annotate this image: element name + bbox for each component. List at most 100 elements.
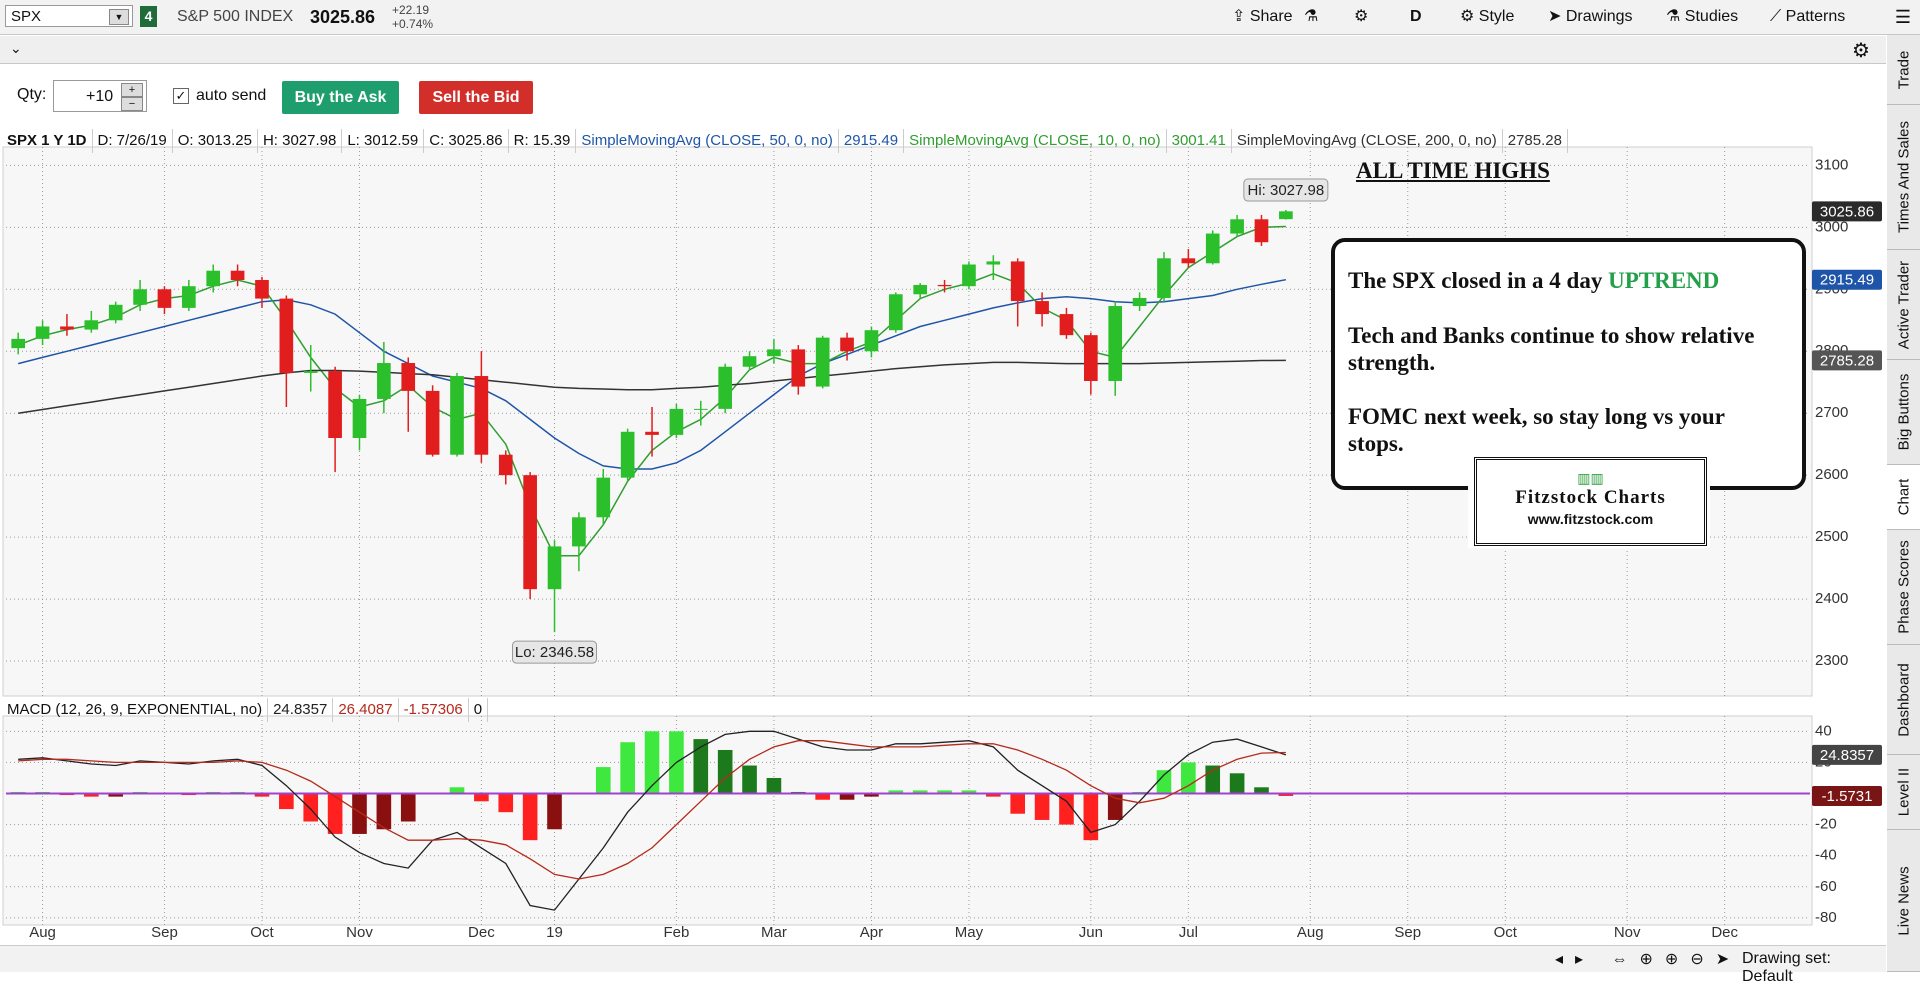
- candle-body: [620, 431, 635, 478]
- top-toolbar: SPX ▼ 4 S&P 500 INDEX 3025.86 +22.19 +0.74…: [0, 0, 1886, 35]
- buy-button[interactable]: Buy the Ask: [282, 81, 399, 114]
- y-tick-label: -80: [1815, 909, 1837, 926]
- drawing-set[interactable]: Drawing set: Default: [1742, 950, 1831, 985]
- annotation-highlight: UPTREND: [1608, 268, 1720, 293]
- dropdown-arrow[interactable]: ▼: [109, 9, 129, 25]
- histogram-bar: [498, 793, 514, 813]
- candle-body: [60, 326, 74, 330]
- price-bubble: [1812, 350, 1882, 371]
- histogram-bar: [1181, 762, 1196, 794]
- qty-down[interactable]: −: [121, 97, 143, 111]
- x-tick-label: May: [955, 924, 984, 941]
- side-tab[interactable]: Dashboard: [1887, 645, 1920, 755]
- annotation-line: The SPX closed in a 4 day UPTREND: [1348, 268, 1798, 294]
- menu-button[interactable]: ☰: [1886, 0, 1920, 35]
- histogram-bar: [888, 790, 904, 794]
- study-value: 3001.41: [1167, 129, 1232, 153]
- histogram-bar: [327, 793, 343, 834]
- candle-body: [888, 294, 903, 331]
- link-badge[interactable]: 4: [140, 6, 157, 27]
- price-bubble-text: 3025.86: [1820, 203, 1874, 220]
- callout-text: Hi: 3027.98: [1247, 182, 1324, 199]
- symbol: SPX: [11, 8, 42, 25]
- histogram-bar: [717, 749, 733, 794]
- symbol-name: S&P 500 INDEX: [177, 8, 294, 25]
- studies-button[interactable]: ⚗ Studies: [1666, 8, 1739, 25]
- histogram-bar: [1156, 770, 1172, 794]
- side-tab-label: Level II: [1895, 767, 1912, 817]
- candle-body: [1157, 258, 1171, 298]
- side-tab-label: Live News: [1895, 865, 1912, 936]
- aggregation-button[interactable]: D: [1410, 8, 1422, 25]
- x-tick-label: Dec: [1711, 924, 1738, 941]
- side-tab-label: Chart: [1895, 478, 1912, 516]
- x-tick-label: Jul: [1179, 924, 1198, 941]
- auto-send-checkbox[interactable]: ✓: [173, 88, 189, 104]
- sma-line: [18, 359, 1286, 414]
- histogram-bar: [108, 793, 124, 797]
- drawings-button[interactable]: ➤ Drawings: [1548, 8, 1633, 25]
- zoom-controls[interactable]: ◂▸ ⇔⊕⊕⊖➤: [1555, 951, 1742, 968]
- annotation-line: FOMC next week, so stay long vs your sto…: [1348, 404, 1725, 456]
- share-button[interactable]: ⇪ Share: [1232, 8, 1293, 25]
- candle-body: [377, 363, 391, 399]
- x-tick-label: Aug: [29, 924, 56, 941]
- candle-body: [255, 280, 269, 299]
- annotation-line: Tech and Banks continue to show relative…: [1348, 323, 1755, 375]
- candle-body: [791, 349, 806, 387]
- macd-study-header: MACD (12, 26, 9, EXPONENTIAL, no) 24.8357…: [2, 698, 489, 722]
- candle-body: [1010, 261, 1025, 302]
- header-info: C: 3025.86: [424, 129, 509, 153]
- lab-button[interactable]: ⚗: [1304, 8, 1319, 25]
- logo-name: Fitzstock Charts: [1515, 487, 1666, 508]
- histogram-bar: [1229, 773, 1245, 794]
- collapse-button[interactable]: ⌄: [10, 40, 22, 56]
- side-tab[interactable]: Times And Sales: [1887, 105, 1920, 250]
- study-value: -1.57306: [399, 698, 469, 722]
- x-tick-label: Jun: [1079, 924, 1103, 941]
- chart-settings[interactable]: ⚙: [1852, 40, 1870, 62]
- candle-body: [523, 475, 537, 590]
- side-tab[interactable]: Phase Scores: [1887, 530, 1920, 645]
- side-tab[interactable]: Chart: [1887, 465, 1920, 530]
- qty-input[interactable]: +10 + −: [53, 80, 147, 112]
- candle-body: [303, 371, 318, 373]
- side-tab[interactable]: Level II: [1887, 755, 1920, 830]
- histogram-bar: [742, 765, 757, 794]
- x-tick-label: Oct: [1494, 924, 1518, 941]
- macd-bubble-text: -1.5731: [1822, 788, 1873, 805]
- candle-body: [133, 289, 147, 305]
- study-value: 2915.49: [839, 129, 905, 153]
- candle-body: [840, 337, 854, 352]
- candle-body: [474, 376, 489, 455]
- side-tab[interactable]: Live News: [1887, 830, 1920, 972]
- candle-body: [645, 431, 659, 435]
- histogram-bar: [1083, 793, 1099, 841]
- y-tick-label: 2700: [1815, 404, 1848, 421]
- histogram-bar: [303, 793, 319, 822]
- histogram-bar: [620, 742, 635, 794]
- patterns-button[interactable]: ⟋ Patterns: [1770, 8, 1846, 25]
- callout: [1243, 178, 1329, 202]
- symbol-input[interactable]: SPX ▼: [5, 5, 133, 27]
- button-label: Patterns: [1785, 8, 1846, 25]
- histogram-bar: [522, 793, 538, 841]
- side-tab[interactable]: Active Trader: [1887, 250, 1920, 360]
- candle-body: [693, 408, 708, 410]
- x-tick-label: Feb: [663, 924, 689, 941]
- y-tick-label: 2400: [1815, 590, 1848, 607]
- sell-button[interactable]: Sell the Bid: [419, 81, 533, 114]
- logo: ▥▥ Fitzstock Charts www.fitzstock.com: [1474, 457, 1707, 546]
- side-tab[interactable]: Trade: [1887, 35, 1920, 105]
- qty-up[interactable]: +: [121, 83, 143, 97]
- bottom-bar: ◂▸ ⇔⊕⊕⊖➤ Drawing set: Default: [0, 945, 1886, 985]
- style-button[interactable]: ⚙ Style: [1460, 8, 1515, 25]
- settings-button[interactable]: ⚙: [1354, 8, 1369, 25]
- histogram-bar: [1010, 793, 1026, 814]
- histogram-bar: [547, 793, 562, 830]
- candle-body: [1181, 258, 1196, 264]
- price-bubble: [1812, 269, 1882, 290]
- y-tick-label: 3000: [1815, 218, 1848, 235]
- side-tab[interactable]: Big Buttons: [1887, 360, 1920, 465]
- y-tick-label: 2300: [1815, 652, 1848, 669]
